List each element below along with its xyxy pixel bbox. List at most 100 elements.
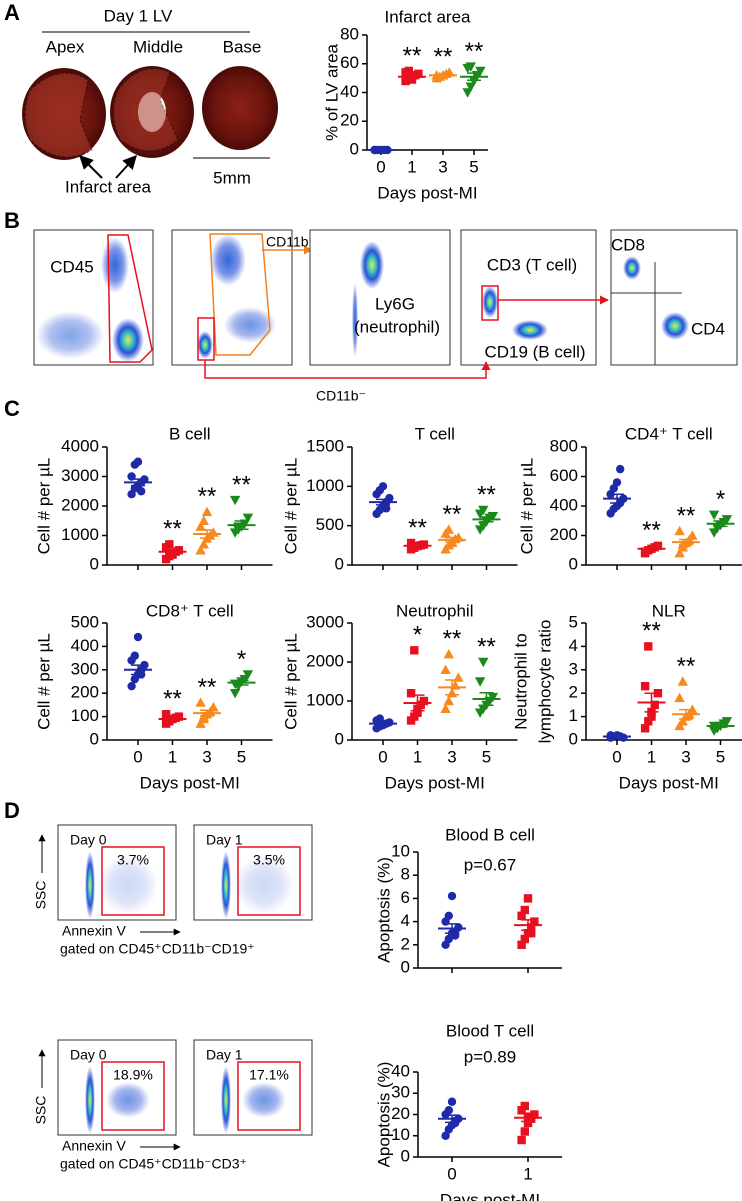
sem-bar — [410, 544, 425, 548]
y-tick-label: 5 — [569, 612, 578, 631]
day-label: Day 1 — [206, 832, 243, 848]
x-axis-label: Days post-MI — [140, 773, 240, 792]
percent-label: 3.7% — [117, 852, 149, 868]
gate — [101, 1061, 165, 1131]
point — [208, 702, 219, 712]
y-tick-label: 40 — [340, 82, 359, 101]
significance: ** — [198, 483, 217, 510]
x-tick-label: 0 — [612, 747, 621, 766]
x-axis-label: Days post-MI — [440, 1190, 540, 1201]
y-tick-label: 4000 — [61, 436, 99, 455]
y-tick-label: 60 — [340, 53, 359, 72]
section-label: Middle — [133, 37, 183, 56]
point — [168, 550, 177, 559]
point — [406, 689, 416, 698]
y-tick-label: 8 — [401, 865, 410, 884]
x-axis-label: Days post-MI — [377, 183, 477, 202]
population — [224, 307, 276, 343]
point — [242, 513, 254, 523]
population — [482, 286, 498, 318]
y-tick-label: 0 — [90, 729, 99, 748]
y-tick-label: 2000 — [306, 651, 344, 670]
gate — [209, 233, 271, 356]
x-tick-label: 3 — [438, 157, 447, 176]
significance: ** — [477, 633, 496, 660]
axis-label: Annexin V — [62, 923, 126, 939]
y-tick-label: 800 — [550, 436, 578, 455]
sem-bar — [131, 664, 145, 676]
y-tick-label: 500 — [316, 515, 344, 534]
sem-bar — [610, 735, 624, 738]
dot-chart: T cell 0 500 1000 1500 Cell # per µL ** ** ** — [281, 424, 518, 573]
arrow — [115, 154, 137, 179]
y-tick-label: 20 — [391, 1104, 410, 1123]
heart-slice — [202, 66, 278, 150]
gate — [237, 846, 301, 916]
point — [520, 1127, 529, 1136]
point — [520, 1101, 529, 1111]
point — [195, 697, 206, 707]
point — [161, 710, 171, 719]
axis-label: Annexin V — [62, 1138, 126, 1154]
scale-label: 5mm — [213, 168, 251, 187]
y-tick-label: 1 — [569, 706, 578, 725]
chart-title: CD4⁺ T cell — [625, 424, 713, 443]
panel-letter: C — [4, 396, 20, 421]
population — [352, 282, 358, 358]
y-tick-label: 3000 — [61, 466, 99, 485]
point — [447, 1097, 457, 1106]
population — [36, 311, 104, 359]
x-tick-label: 5 — [469, 157, 478, 176]
flow-label: CD3 (T cell) — [487, 255, 577, 274]
point — [653, 541, 663, 551]
section-label: Base — [223, 37, 262, 56]
sem-bar — [165, 717, 180, 721]
point — [517, 1106, 526, 1115]
y-tick-label: 3000 — [306, 612, 344, 631]
chart-title: Neutrophil — [396, 601, 474, 620]
y-tick-label: 0 — [335, 729, 344, 748]
point — [441, 1131, 450, 1140]
significance: ** — [642, 517, 661, 544]
flow-label: CD45 — [50, 257, 93, 276]
dot-chart: NLR 0 1 2 3 4 5 Neutrophil to lymphocyte ratio Da… — [511, 601, 742, 792]
population — [197, 331, 213, 359]
dot-chart: CD8⁺ T cell 0 100 200 300 400 500 Cell # per µL… — [34, 601, 273, 792]
population — [106, 1082, 150, 1118]
significance: ** — [642, 618, 661, 645]
point — [133, 457, 143, 466]
point — [640, 724, 650, 733]
point — [517, 1135, 526, 1145]
point — [414, 69, 423, 79]
significance: ** — [677, 502, 696, 529]
flow-label: (neutrophil) — [354, 317, 440, 336]
point — [133, 632, 143, 642]
y-axis-label: lymphocyte ratio — [535, 620, 554, 744]
x-tick-label: 3 — [447, 747, 456, 766]
point — [407, 75, 417, 84]
population — [234, 855, 294, 915]
chart-title: Blood T cell — [446, 1021, 534, 1040]
point — [410, 646, 419, 655]
y-tick-label: 1000 — [306, 690, 344, 709]
y-axis-label: Neutrophil to — [511, 633, 530, 729]
apoptosis-flow: Day 0 3.7% Day 1 3.5% SSC Annexin V gated on C… — [33, 824, 313, 1172]
y-tick-label: 1500 — [306, 436, 344, 455]
chart-title: T cell — [415, 424, 455, 443]
sem-bar — [521, 1113, 535, 1123]
y-tick-label: 2 — [569, 683, 578, 702]
y-axis-label: % of LV area — [322, 43, 341, 141]
y-axis-label: Cell # per µL — [281, 633, 300, 730]
point — [517, 940, 526, 949]
sem-bar — [131, 478, 145, 487]
point — [447, 891, 457, 901]
significance: ** — [443, 501, 462, 528]
sem-bar — [445, 923, 459, 934]
significance: * — [413, 622, 422, 649]
significance: ** — [163, 516, 182, 543]
point — [474, 677, 486, 687]
sem-bar — [610, 493, 624, 504]
y-tick-label: 0 — [569, 554, 578, 573]
